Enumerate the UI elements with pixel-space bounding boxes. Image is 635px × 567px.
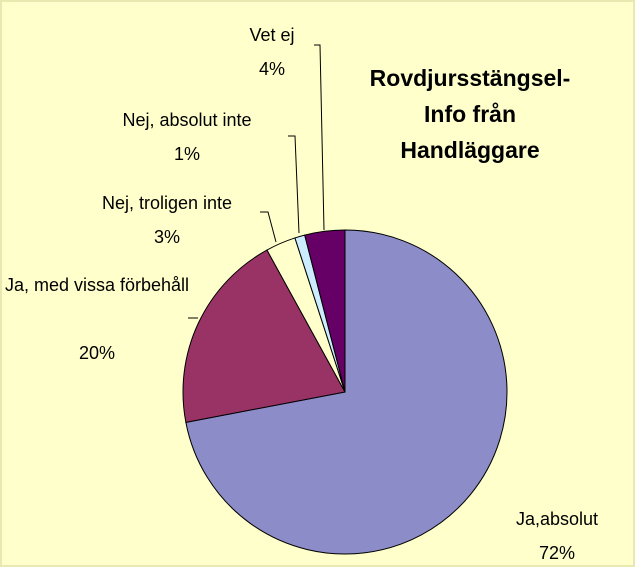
chart-title: Rovdjursstängsel-Info från Handläggare [369,65,571,163]
value-label: 3% [153,227,180,247]
pie-slice [182,249,346,423]
leader-lines [188,44,325,319]
slice-label: Ja,absolut [515,509,599,529]
leader-line [288,135,300,234]
leader-line [260,211,277,243]
slice-label: Nej, troligen inte [101,193,233,213]
pie-slice [304,229,346,393]
value-label: 4% [258,59,285,79]
leader-line [314,44,325,231]
value-label: 1% [173,144,200,164]
slice-label: Nej, absolut inte [122,110,252,130]
slice-label: Ja, med vissa förbehåll [4,275,190,295]
slice-label: Vet ej [249,25,295,45]
pie-slice [185,229,508,555]
value-label: 72% [538,543,576,563]
value-label: 20% [78,343,116,363]
